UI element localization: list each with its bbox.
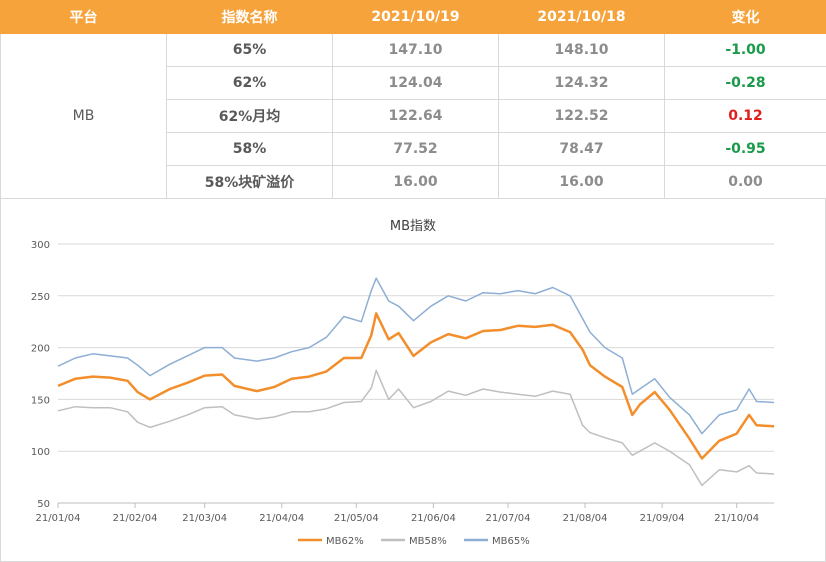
change-cell: 0.12: [664, 99, 826, 133]
value-cell-date-1: 77.52: [332, 132, 499, 166]
value-cell-date-2: 148.10: [498, 33, 665, 67]
y-tick-label: 200: [31, 344, 50, 355]
index-name-cell: 62%: [166, 66, 333, 100]
table-row: 58% 77.52 78.47 -0.95: [1, 132, 826, 166]
legend-label: MB65%: [492, 536, 530, 547]
legend-label: MB62%: [326, 536, 364, 547]
chart-container: MB指数 50 100 150 200 250 300 21/01/04 21/02/04 2…: [0, 198, 826, 562]
change-cell: 0.00: [664, 165, 826, 199]
table-row: 58%块矿溢价 16.00 16.00 0.00: [1, 165, 826, 199]
value-cell-date-1: 122.64: [332, 99, 499, 133]
index-name-cell: 62%月均: [166, 99, 333, 133]
x-tick-label: 21/03/04: [182, 513, 227, 524]
chart-title: MB指数: [390, 219, 436, 234]
x-tick-label: 21/05/04: [334, 513, 379, 524]
y-axis-ticks: 50 100 150 200 250 300: [31, 240, 50, 510]
x-tick-label: 21/10/04: [714, 513, 759, 524]
y-tick-label: 150: [31, 395, 50, 406]
table-row: MB 65% 147.10 148.10 -1.00: [0, 33, 826, 199]
chart-gridlines: [58, 243, 774, 504]
value-cell-date-2: 122.52: [498, 99, 665, 133]
x-tick-label: 21/06/04: [411, 513, 456, 524]
header-date-2: 2021/10/18: [498, 0, 665, 34]
change-cell: -0.28: [664, 66, 826, 100]
table-header-row: 平台 指数名称 2021/10/19 2021/10/18 变化: [0, 0, 826, 34]
x-axis: 21/01/04 21/02/04 21/03/04 21/04/04 21/05/04…: [36, 502, 774, 524]
table-row: 62%月均 122.64 122.52 0.12: [1, 99, 826, 133]
header-change: 变化: [664, 0, 826, 34]
series-line-mb62pct: [57, 312, 775, 460]
chart-legend: MB62% MB58% MB65%: [298, 536, 530, 547]
value-cell-date-1: 124.04: [332, 66, 499, 100]
table-row: 62% 124.04 124.32 -0.28: [1, 66, 826, 100]
index-name-cell: 58%块矿溢价: [166, 165, 333, 199]
value-cell-date-2: 78.47: [498, 132, 665, 166]
header-date-1: 2021/10/19: [332, 0, 499, 34]
value-cell-date-1: 147.10: [332, 33, 499, 67]
x-tick-label: 21/02/04: [113, 513, 158, 524]
header-index-name: 指数名称: [166, 0, 333, 34]
y-tick-label: 100: [31, 447, 50, 458]
x-tick-label: 21/09/04: [640, 513, 685, 524]
legend-label: MB58%: [409, 536, 447, 547]
change-cell: -0.95: [664, 132, 826, 166]
platform-cell: MB: [0, 33, 167, 199]
value-cell-date-2: 16.00: [498, 165, 665, 199]
series-line-mb58pct: [57, 369, 775, 487]
header-platform: 平台: [0, 0, 167, 34]
y-tick-label: 250: [31, 292, 50, 303]
index-name-cell: 65%: [166, 33, 333, 67]
change-cell: -1.00: [664, 33, 826, 67]
x-tick-label: 21/01/04: [36, 513, 81, 524]
value-cell-date-1: 16.00: [332, 165, 499, 199]
chart-series: [57, 277, 775, 487]
price-table: 平台 指数名称 2021/10/19 2021/10/18 变化 MB 65% …: [0, 0, 826, 199]
series-line-mb65pct: [57, 277, 775, 435]
y-tick-label: 300: [31, 240, 50, 251]
y-tick-label: 50: [37, 499, 50, 510]
x-tick-label: 21/04/04: [259, 513, 304, 524]
value-cell-date-2: 124.32: [498, 66, 665, 100]
x-tick-label: 21/08/04: [563, 513, 608, 524]
x-tick-label: 21/07/04: [486, 513, 531, 524]
index-name-cell: 58%: [166, 132, 333, 166]
